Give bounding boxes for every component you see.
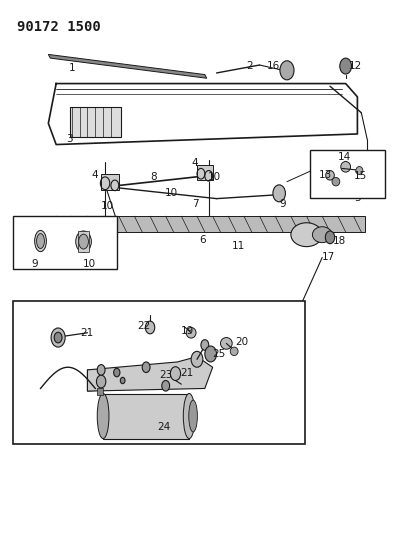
Ellipse shape	[189, 400, 197, 432]
Text: 6: 6	[199, 235, 206, 245]
Bar	[310, 150, 385, 198]
Circle shape	[205, 346, 217, 362]
Circle shape	[97, 375, 106, 388]
Bar	[70, 108, 121, 136]
Circle shape	[145, 321, 155, 334]
Text: 15: 15	[354, 172, 367, 181]
Text: 25: 25	[212, 349, 225, 359]
Ellipse shape	[183, 393, 195, 439]
Ellipse shape	[37, 233, 45, 248]
Bar	[13, 301, 305, 444]
Circle shape	[54, 332, 62, 343]
Text: 3: 3	[67, 134, 73, 144]
Circle shape	[273, 185, 285, 202]
Circle shape	[170, 367, 180, 381]
Ellipse shape	[97, 393, 109, 439]
Bar	[101, 174, 119, 190]
Circle shape	[114, 368, 120, 377]
Ellipse shape	[312, 227, 332, 243]
Ellipse shape	[221, 337, 232, 349]
Circle shape	[325, 231, 335, 244]
Text: 17: 17	[322, 253, 335, 262]
Bar	[97, 389, 103, 395]
Polygon shape	[87, 357, 213, 391]
Text: 21: 21	[80, 328, 93, 338]
Ellipse shape	[291, 223, 322, 247]
Ellipse shape	[230, 347, 238, 356]
Text: 4: 4	[191, 158, 198, 168]
Circle shape	[142, 362, 150, 373]
Text: 90172 1500: 90172 1500	[17, 20, 101, 34]
Bar	[13, 216, 117, 269]
Text: 21: 21	[180, 368, 193, 377]
Circle shape	[97, 365, 105, 375]
Text: 22: 22	[138, 321, 151, 332]
Ellipse shape	[356, 166, 363, 174]
Bar	[103, 394, 189, 439]
Ellipse shape	[35, 230, 46, 252]
Text: 18: 18	[333, 236, 346, 246]
Text: 8: 8	[151, 172, 157, 182]
Text: 12: 12	[349, 61, 362, 71]
Text: 16: 16	[267, 61, 280, 71]
Text: 10: 10	[165, 188, 178, 198]
Text: 9: 9	[32, 260, 38, 269]
Ellipse shape	[326, 171, 335, 180]
Ellipse shape	[79, 234, 88, 249]
Ellipse shape	[341, 161, 351, 172]
Circle shape	[162, 381, 169, 391]
Text: 1: 1	[69, 63, 75, 72]
Bar	[197, 165, 213, 180]
Text: 10: 10	[208, 172, 221, 182]
Text: 10: 10	[83, 260, 96, 269]
Text: 2: 2	[247, 61, 253, 71]
Circle shape	[201, 340, 209, 350]
Ellipse shape	[332, 177, 340, 186]
Circle shape	[120, 377, 125, 384]
Polygon shape	[87, 370, 197, 391]
Text: 23: 23	[159, 370, 172, 380]
Circle shape	[51, 328, 65, 347]
Text: 9: 9	[280, 199, 286, 209]
Text: 7: 7	[192, 199, 198, 209]
Text: 24: 24	[157, 422, 170, 432]
Bar	[78, 231, 89, 252]
Text: 4: 4	[91, 171, 98, 180]
Text: 20: 20	[235, 337, 248, 347]
Ellipse shape	[186, 327, 196, 338]
Circle shape	[340, 58, 351, 74]
Ellipse shape	[76, 231, 91, 252]
Text: 10: 10	[100, 200, 113, 211]
Circle shape	[191, 351, 203, 367]
Circle shape	[280, 61, 294, 80]
Text: 19: 19	[180, 326, 194, 336]
Polygon shape	[48, 54, 207, 78]
Text: 14: 14	[338, 152, 351, 162]
Text: 13: 13	[319, 171, 332, 180]
Text: 5: 5	[354, 192, 361, 203]
Text: 11: 11	[231, 241, 245, 252]
Polygon shape	[56, 216, 365, 232]
